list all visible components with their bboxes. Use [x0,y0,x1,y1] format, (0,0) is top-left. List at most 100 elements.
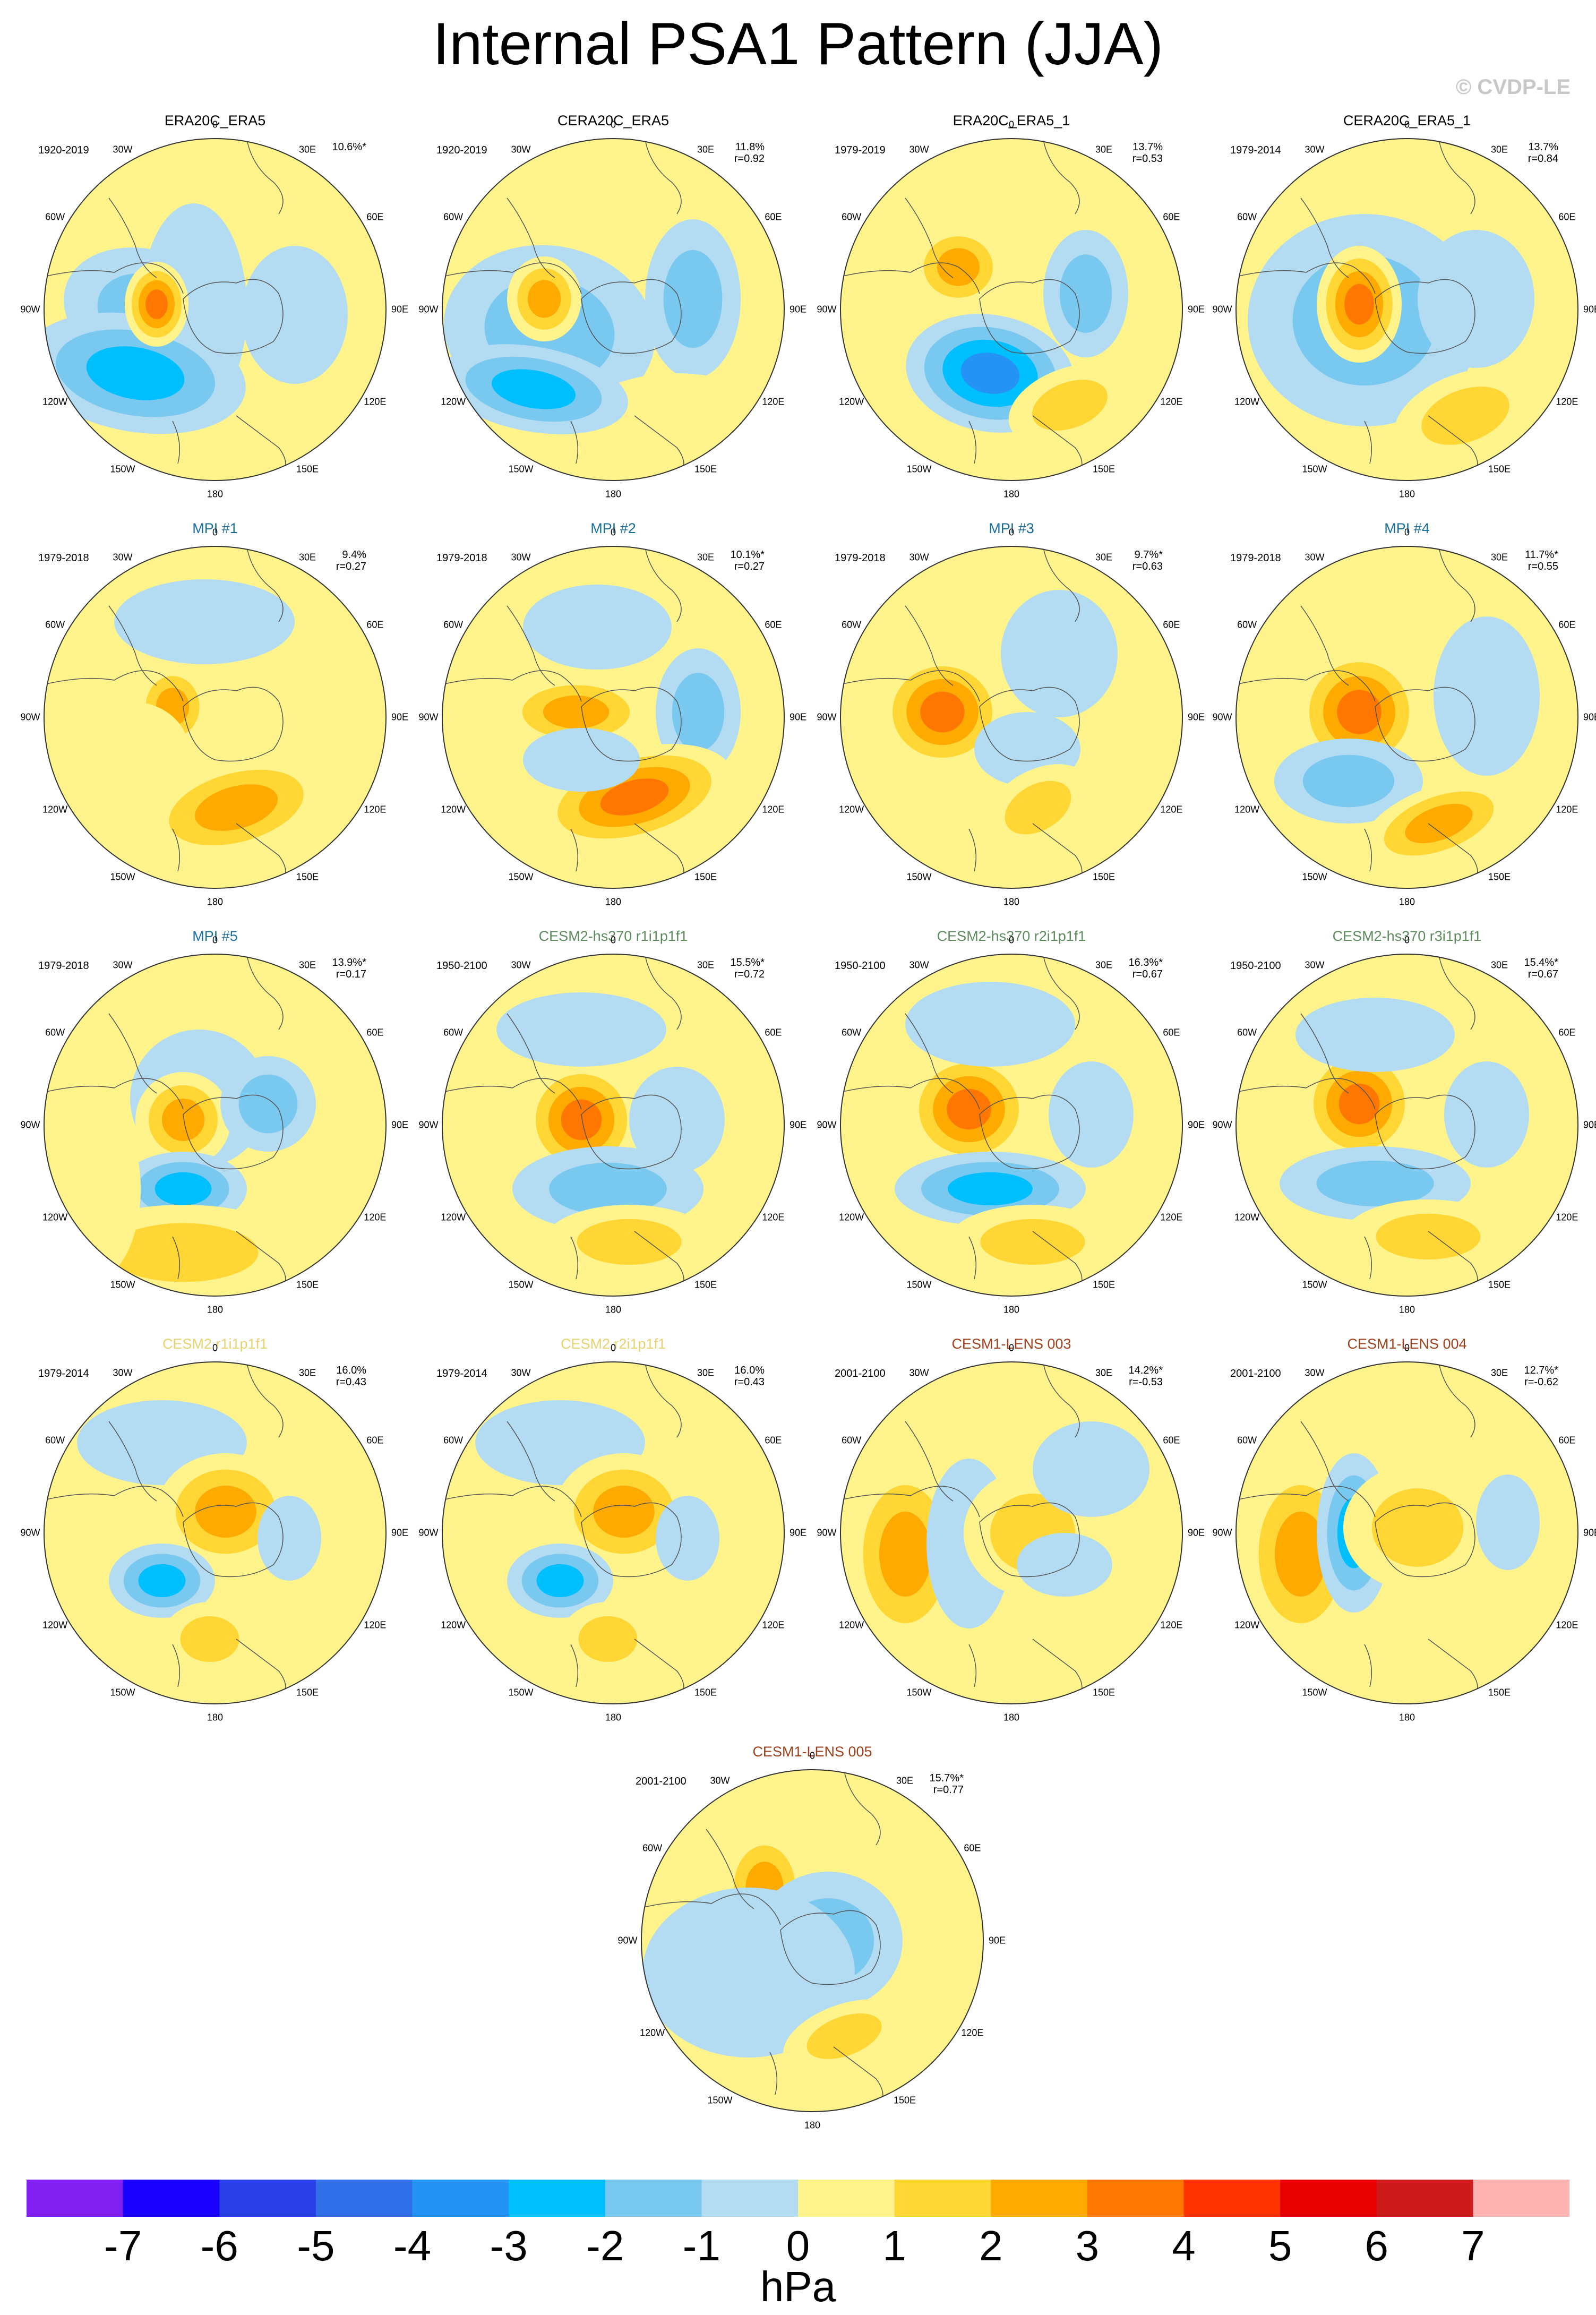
longitude-label: 120W [1234,1212,1260,1223]
panel-title: CESM2-hs370 r1i1p1f1 [538,928,688,944]
panel-variance: 11.8% r=0.92 [711,141,765,165]
panel-years: 1979-2014 [38,1368,89,1379]
variance-percent: 13.7% [1132,141,1163,153]
longitude-label: 30E [1095,959,1113,971]
panel-variance: 15.4%* r=0.67 [1505,957,1559,980]
longitude-label: 0 [212,119,218,130]
anomaly-contour [138,1564,186,1598]
longitude-label: 90E [1187,304,1205,315]
panel-years: 1979-2018 [1230,552,1281,564]
colorbar-swatch [701,2180,799,2217]
anomaly-contour [114,579,295,664]
longitude-label: 150W [906,464,932,475]
anomaly-contour [242,246,348,384]
longitude-label: 60W [443,1027,464,1038]
longitude-label: 60W [443,619,464,630]
map-panel: CESM1-LENS 003 2001-2100 14.2%* r=-0.53 0 30E… [812,1330,1211,1733]
panel-years: 1950-2100 [436,960,487,972]
variance-percent: 13.7% [1528,141,1558,153]
anomaly-contour [1001,590,1118,717]
longitude-label: 30E [1095,552,1113,563]
longitude-label: 180 [1003,488,1020,500]
longitude-label: 90E [391,711,409,723]
longitude-label: 150E [694,1279,717,1290]
panel-years: 1979-2018 [436,552,487,564]
longitude-label: 150E [296,1279,319,1290]
anomaly-contour [663,250,723,348]
longitude-label: 120E [364,804,387,815]
map-border [840,138,1183,481]
anomaly-contour [1337,690,1382,734]
panel-variance: 12.7%* r=-0.62 [1505,1365,1559,1388]
longitude-label: 60E [765,1027,782,1038]
longitude-label: 120E [1160,804,1183,815]
colorbar-swatch [123,2180,220,2217]
longitude-label: 90W [418,304,439,315]
colorbar-tick: 6 [1365,2222,1389,2269]
longitude-label: 150E [1488,1279,1511,1290]
longitude-label: 120E [1556,396,1578,407]
colorbar-swatch [798,2180,895,2217]
anomaly-contour [960,353,1020,394]
anomaly-contour [672,673,725,751]
longitude-label: 90W [817,1527,837,1538]
longitude-label: 0 [212,1342,218,1353]
polar-map [44,954,387,1297]
longitude-label: 90E [988,1935,1006,1946]
map-border [641,1769,984,2112]
colorbar-tick: 7 [1461,2222,1485,2269]
map-panel: MPI #4 1979-2018 11.7%*r=0.55 0 30E 60E 90E 120… [1208,514,1596,918]
longitude-label: 90W [20,1119,40,1130]
longitude-label: 120W [1234,804,1260,815]
longitude-label: 60E [1163,211,1180,222]
anomaly-contour [980,1219,1085,1265]
longitude-label: 60W [1237,211,1257,222]
panel-variance: 9.7%* r=0.63 [1110,549,1163,572]
longitude-label: 90W [617,1935,638,1946]
longitude-label: 180 [1003,1712,1020,1723]
longitude-label: 90E [1583,304,1596,315]
variance-percent: 16.0% [734,1365,765,1376]
longitude-label: 30W [909,552,929,563]
anomaly-contour [155,1172,212,1206]
variance-percent: 15.7%* [929,1772,964,1784]
longitude-label: 90E [1187,1527,1205,1538]
longitude-label: 150W [906,1687,932,1698]
longitude-label: 30E [697,1367,715,1378]
colorbar-swatch [219,2180,316,2217]
longitude-label: 180 [1003,896,1020,907]
pattern-correlation: r=0.67 [1132,968,1163,980]
anomaly-contour [162,1099,204,1141]
longitude-label: 120E [1160,1619,1183,1631]
variance-percent: 10.6%* [332,141,367,153]
longitude-label: 150W [508,1687,534,1698]
longitude-label: 30W [710,1775,730,1786]
longitude-label: 30W [1305,552,1325,563]
longitude-label: 30E [298,552,316,563]
longitude-label: 90E [391,1527,409,1538]
anomaly-contour [1418,230,1534,368]
longitude-label: 30W [113,959,133,971]
longitude-label: 30W [909,144,929,155]
longitude-label: 30W [511,144,531,155]
longitude-label: 150W [906,1279,932,1290]
anomaly-contour [238,1074,298,1134]
panel-years: 1950-2100 [1230,960,1281,972]
anomaly-contour [879,1512,931,1597]
longitude-label: 90E [1187,711,1205,723]
map-panel: CESM2 r2i1p1f1 1979-2014 16.0% r=0.43 0 30E 60… [414,1330,812,1733]
longitude-label: 120W [42,1619,68,1631]
anomaly-contour [1376,1213,1481,1260]
longitude-label: 180 [207,1304,224,1315]
pattern-correlation: r=0.84 [1528,153,1558,165]
map-border [44,138,387,481]
longitude-label: 30W [1305,959,1325,971]
colorbar [27,2180,1569,2217]
map-panel: CESM1-LENS 005 2001-2100 15.7%* r=0.77 0 30E 6… [613,1737,1011,2141]
panel-variance: 13.7% r=0.53 [1110,141,1163,165]
colorbar-tick: -5 [297,2222,335,2269]
longitude-label: 150E [893,2095,916,2106]
longitude-label: 150E [694,464,717,475]
anomaly-contour [577,1219,682,1265]
